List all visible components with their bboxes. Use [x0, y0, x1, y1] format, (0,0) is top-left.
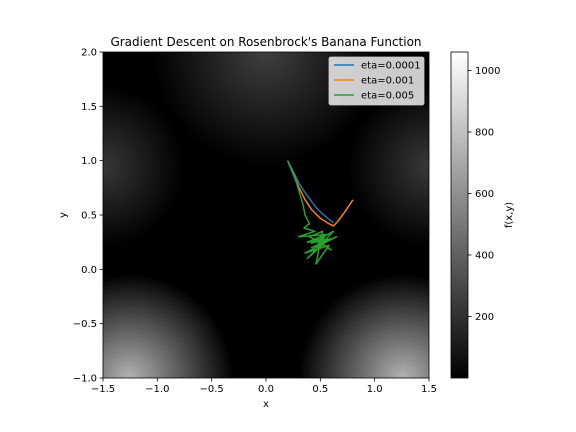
y-tick-label: 0.0	[81, 265, 97, 276]
x-axis-label: x	[263, 399, 269, 410]
legend-label: eta=0.005	[361, 91, 414, 102]
colorbar-ticks: 200 400 600 800 1000	[468, 66, 500, 323]
y-tick-label: 1.0	[81, 156, 97, 167]
y-tick: 2.0	[81, 48, 103, 59]
x-tick-label: 0.5	[312, 384, 328, 395]
x-axis: −1.5 −1.0 −0.5 0.0 0.5 1.0 1.5	[91, 378, 437, 395]
colorbar-tick-label: 1000	[475, 66, 500, 77]
x-tick-label: 1.5	[421, 384, 437, 395]
x-tick-label: −1.0	[145, 384, 169, 395]
x-tick: 1.5	[421, 378, 437, 395]
legend-item: eta=0.001	[334, 76, 414, 87]
x-tick: −1.5	[91, 378, 115, 395]
y-tick-label: 0.5	[81, 211, 97, 222]
legend-item: eta=0.0001	[334, 61, 421, 72]
legend-box	[328, 56, 425, 106]
y-axis: −1.0 −0.5 0.0 0.5 1.0 1.5 2.0	[73, 48, 103, 385]
colorbar-tick-label: 200	[475, 312, 494, 323]
colorbar-tick: 1000	[468, 66, 500, 77]
colorbar-label: f(x,y)	[504, 202, 515, 228]
x-tick: −0.5	[200, 378, 224, 395]
colorbar-tick-label: 800	[475, 127, 494, 138]
series-line-1	[287, 160, 334, 224]
colorbar-gradient	[450, 51, 469, 379]
x-tick-label: −0.5	[200, 384, 224, 395]
series-layer	[287, 160, 354, 265]
x-tick: 0.0	[258, 378, 274, 395]
colorbar-tick-label: 400	[475, 250, 494, 261]
y-tick-label: −0.5	[73, 319, 97, 330]
x-tick-label: −1.5	[91, 384, 115, 395]
y-axis-label: y	[58, 212, 69, 218]
legend: eta=0.0001 eta=0.001 eta=0.005	[328, 56, 425, 106]
colorbar-tick-label: 600	[475, 189, 494, 200]
y-tick-label: 1.5	[81, 102, 97, 113]
y-tick: 1.0	[81, 156, 103, 167]
y-tick-label: −1.0	[73, 374, 97, 385]
legend-item: eta=0.005	[334, 91, 414, 102]
x-tick: −1.0	[145, 378, 169, 395]
y-tick-label: 2.0	[81, 48, 97, 59]
legend-label: eta=0.0001	[361, 61, 421, 72]
x-tick-label: 0.0	[258, 384, 274, 395]
x-tick: 1.0	[367, 378, 383, 395]
y-tick: 1.5	[81, 102, 103, 113]
plot-area	[102, 51, 430, 379]
colorbar-tick: 600	[468, 189, 494, 200]
series-line-3	[287, 160, 338, 265]
heatmap	[103, 52, 429, 378]
legend-label: eta=0.001	[361, 76, 414, 87]
colorbar-tick: 800	[468, 127, 494, 138]
colorbar: 200 400 600 800 1000 f(x,y)	[450, 51, 515, 379]
y-tick: 0.0	[81, 265, 103, 276]
y-tick: 0.5	[81, 211, 103, 222]
colorbar-tick: 400	[468, 250, 494, 261]
x-tick: 0.5	[312, 378, 328, 395]
y-tick: −0.5	[73, 319, 103, 330]
chart-title: Gradient Descent on Rosenbrock's Banana …	[110, 35, 421, 49]
x-tick-label: 1.0	[367, 384, 383, 395]
y-tick: −1.0	[73, 374, 103, 385]
colorbar-tick: 200	[468, 312, 494, 323]
